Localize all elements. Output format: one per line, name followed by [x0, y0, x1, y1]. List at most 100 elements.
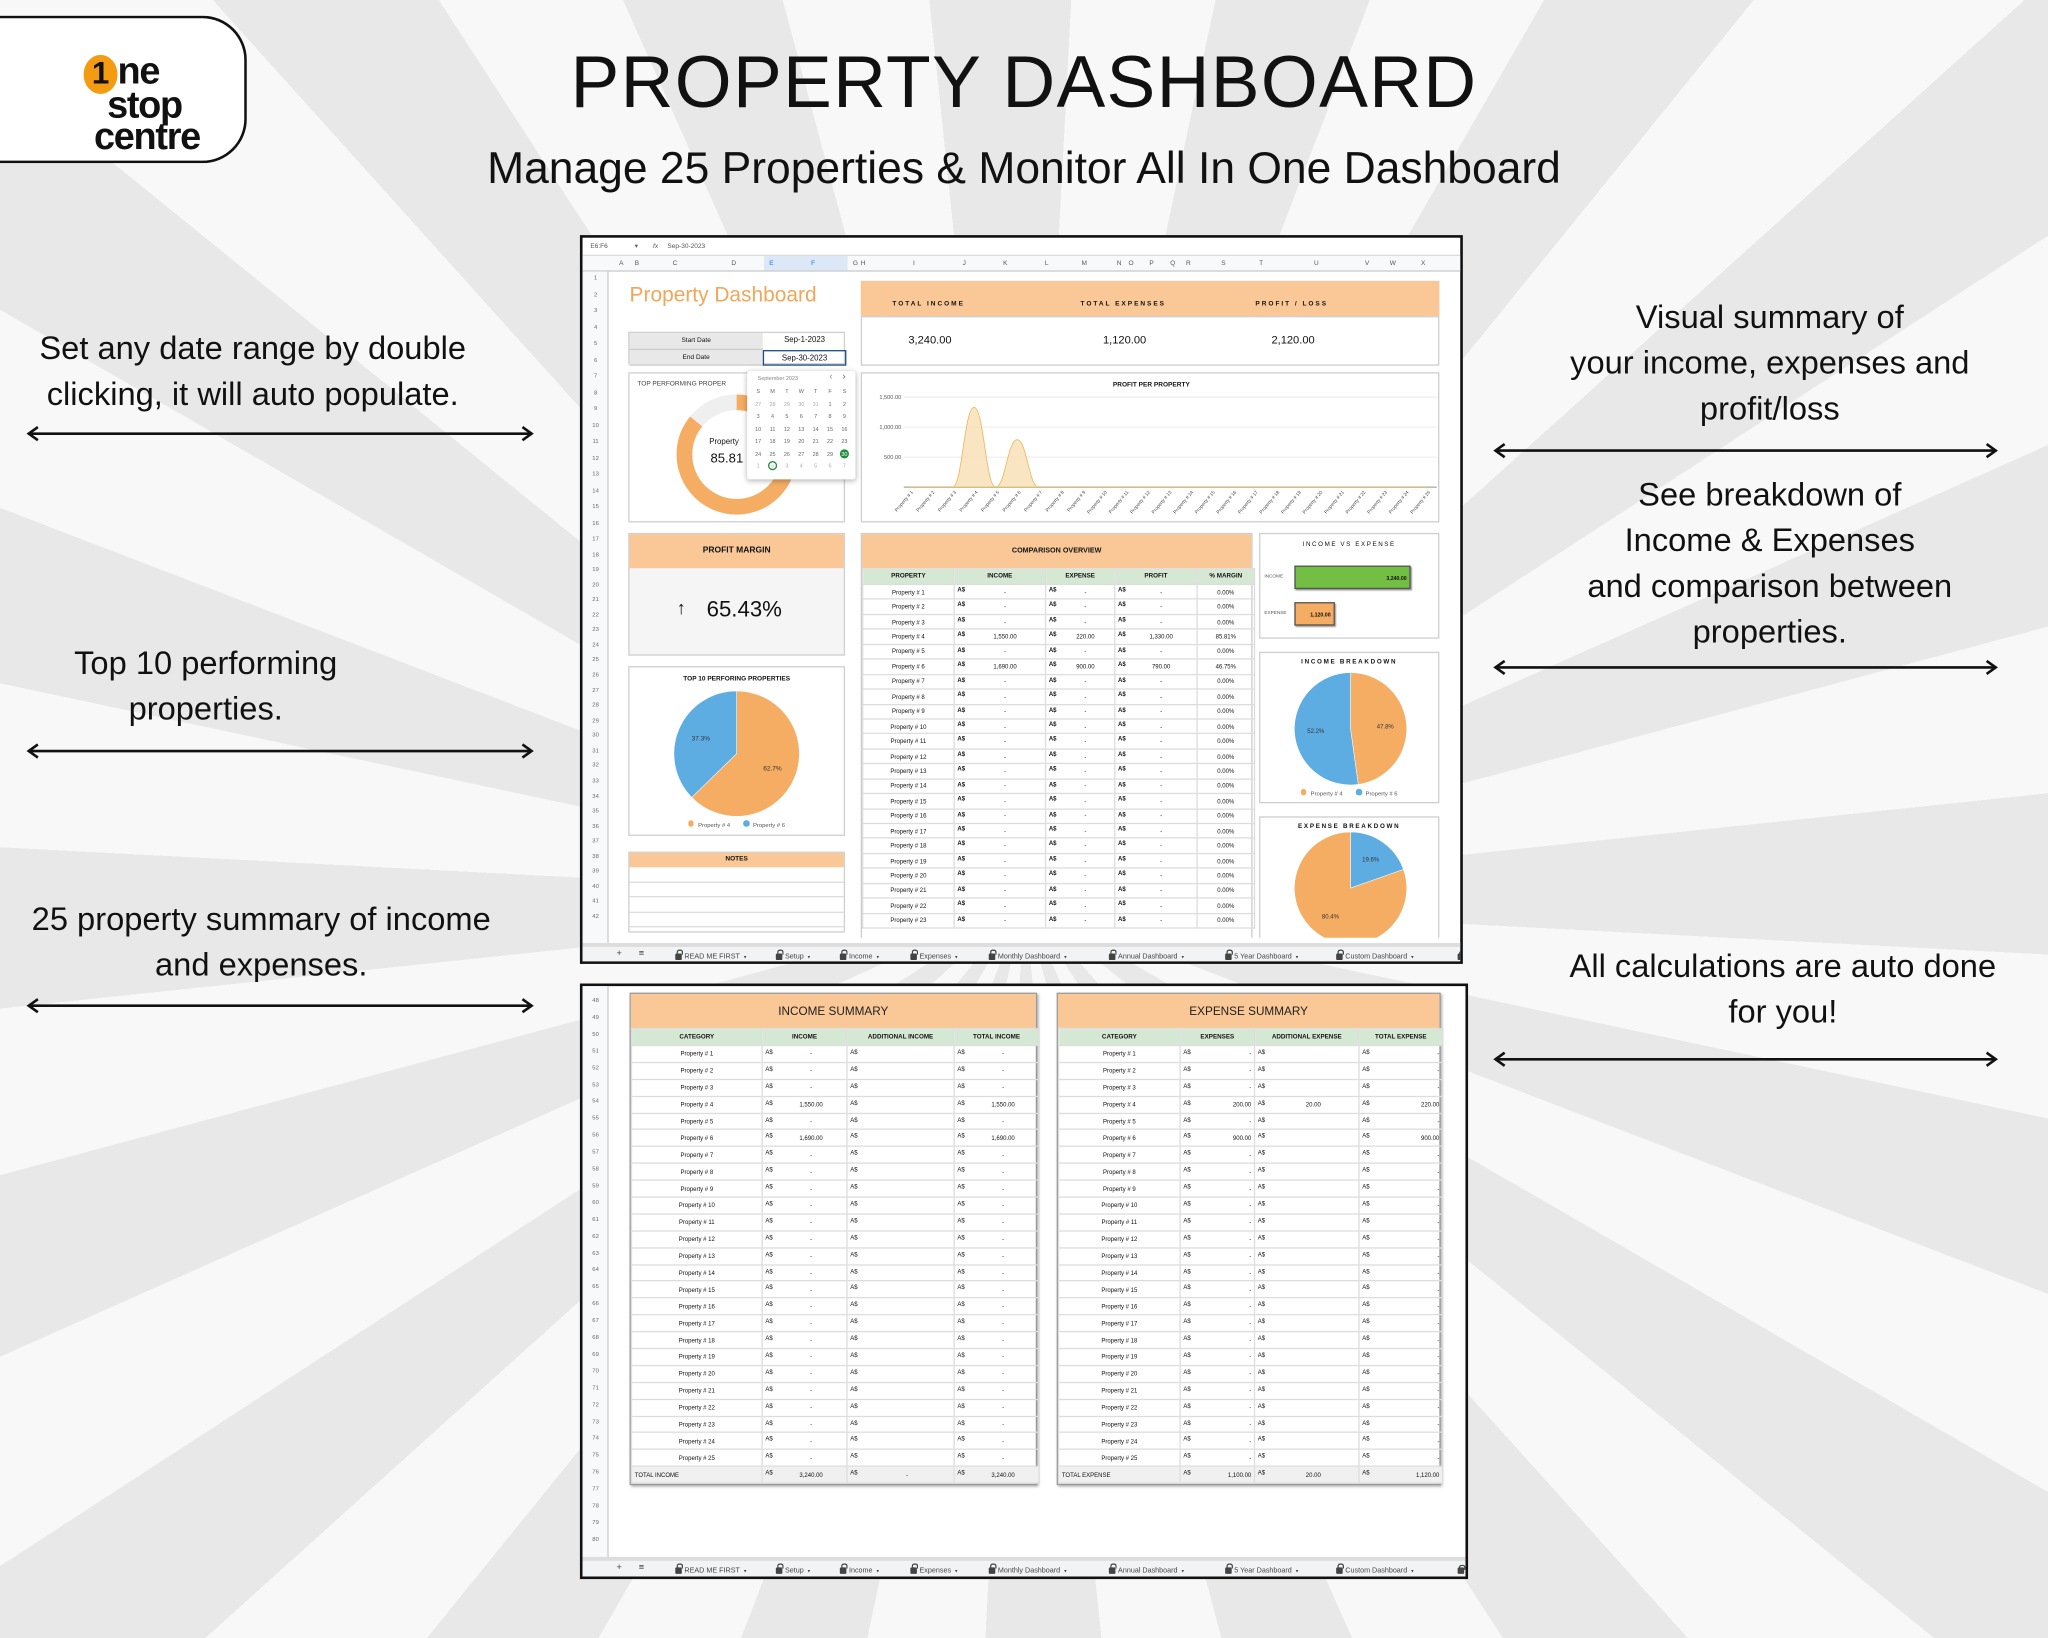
table-cell[interactable]: Property # 8	[862, 688, 955, 705]
table-cell[interactable]: A$ -	[846, 1465, 955, 1484]
calendar-day[interactable]: 2	[837, 398, 851, 410]
calendar-day[interactable]: 23	[837, 435, 851, 447]
calendar-day[interactable]: 3	[780, 460, 794, 472]
start-date-field[interactable]: Sep-1-2023	[784, 336, 826, 345]
table-cell[interactable]: Property # 18	[630, 1331, 763, 1350]
table-cell[interactable]: A$ 1,100.00	[1179, 1465, 1256, 1484]
row-number[interactable]: 29	[592, 716, 599, 724]
table-cell[interactable]: Property # 14	[1057, 1263, 1181, 1282]
table-cell[interactable]: Property # 14	[630, 1263, 763, 1282]
table-cell[interactable]: A$ -	[1179, 1112, 1256, 1131]
table-cell[interactable]: A$ -	[761, 1179, 848, 1198]
table-cell[interactable]: A$ -	[761, 1230, 848, 1249]
table-cell[interactable]: 0.00%	[1196, 703, 1256, 720]
table-cell[interactable]: A$ -	[1179, 1415, 1256, 1434]
table-cell[interactable]: A$ -	[1179, 1364, 1256, 1383]
row-number[interactable]: 68	[592, 1333, 599, 1341]
table-cell[interactable]: A$ -	[1044, 583, 1116, 601]
table-cell[interactable]: A$ -	[1179, 1398, 1256, 1417]
table-cell[interactable]: A$	[1253, 1415, 1360, 1434]
table-cell[interactable]: A$ -	[953, 1398, 1040, 1417]
table-cell[interactable]: Property # 24	[1057, 1432, 1181, 1451]
table-cell[interactable]: A$ -	[953, 1162, 1040, 1181]
table-cell[interactable]: A$ -	[953, 867, 1047, 884]
table-cell[interactable]: A$ -	[761, 1162, 848, 1181]
table-cell[interactable]: A$	[1253, 1196, 1360, 1215]
table-cell[interactable]: Property # 21	[862, 882, 955, 899]
chevron-down-icon[interactable]: ▾	[1295, 1567, 1299, 1574]
sheet-tab-monthly-dashboard[interactable]: Monthly Dashboard ▾	[988, 949, 1067, 961]
row-number[interactable]: 39	[592, 867, 599, 875]
chevron-down-icon[interactable]: ▾	[876, 1567, 880, 1574]
table-cell[interactable]: Property # 10	[630, 1196, 763, 1215]
column-header[interactable]: C	[672, 259, 678, 268]
table-cell[interactable]: 0.00%	[1196, 852, 1256, 870]
table-cell[interactable]: A$ -	[761, 1331, 848, 1350]
row-number[interactable]: 16	[592, 519, 599, 526]
row-number[interactable]: 2	[593, 290, 598, 298]
table-cell[interactable]: A$ -	[953, 1213, 1040, 1232]
row-number[interactable]: 25	[592, 656, 599, 663]
table-cell[interactable]: A$ -	[953, 643, 1047, 660]
table-cell[interactable]: A$ -	[1114, 912, 1198, 929]
table-cell[interactable]: A$ -	[1114, 583, 1198, 601]
table-cell[interactable]: A$ -	[1179, 1044, 1256, 1064]
sheet-tab-expenses[interactable]: Expenses ▾	[910, 1563, 958, 1575]
sheet-tab-setup[interactable]: Setup ▾	[775, 1563, 810, 1575]
table-cell[interactable]: A$	[846, 1432, 955, 1451]
table-cell[interactable]: Property # 7	[862, 673, 955, 690]
table-cell[interactable]: Property # 9	[1057, 1179, 1181, 1198]
calendar-day-selected[interactable]: 30	[837, 447, 851, 459]
row-number[interactable]: 36	[592, 822, 599, 829]
row-number[interactable]: 71	[592, 1384, 599, 1391]
table-cell[interactable]: A$ -	[1179, 1213, 1256, 1232]
table-cell[interactable]: A$ -	[1044, 673, 1116, 690]
table-cell[interactable]: Property # 11	[862, 733, 955, 750]
table-cell[interactable]: A$ -	[1358, 1297, 1444, 1316]
chevron-down-icon[interactable]: ▾	[743, 953, 747, 960]
row-number[interactable]: 57	[592, 1148, 599, 1155]
table-cell[interactable]: Property # 5	[862, 643, 955, 660]
table-cell[interactable]: A$	[1253, 1297, 1360, 1316]
table-cell[interactable]: A$ -	[1358, 1314, 1444, 1333]
table-cell[interactable]: A$	[846, 1347, 955, 1367]
table-cell[interactable]: A$ -	[1358, 1246, 1444, 1266]
table-cell[interactable]: Property # 13	[1057, 1246, 1181, 1266]
table-cell[interactable]: Property # 24	[630, 1432, 763, 1451]
table-cell[interactable]: A$ -	[1358, 1381, 1444, 1400]
row-number[interactable]: 49	[592, 1013, 599, 1020]
add-sheet-button[interactable]: +	[616, 1563, 622, 1573]
table-cell[interactable]: A$ -	[1114, 673, 1198, 690]
calendar-day[interactable]: 31	[808, 398, 822, 410]
table-cell[interactable]: A$ -	[761, 1364, 848, 1383]
column-header[interactable]: J	[962, 259, 966, 268]
row-number[interactable]: 38	[592, 852, 599, 860]
table-cell[interactable]: A$ -	[1358, 1044, 1444, 1064]
table-cell[interactable]: A$ -	[1358, 1196, 1444, 1215]
table-cell[interactable]: A$ -	[1044, 763, 1116, 780]
table-cell[interactable]: Property # 19	[1057, 1347, 1181, 1367]
table-cell[interactable]: 0.00%	[1196, 837, 1256, 855]
table-cell[interactable]: Property # 25	[630, 1448, 763, 1468]
row-number[interactable]: 27	[592, 686, 599, 694]
table-cell[interactable]: Property # 20	[862, 867, 955, 884]
table-cell[interactable]: A$ -	[761, 1078, 848, 1097]
row-number[interactable]: 63	[592, 1249, 599, 1256]
row-number[interactable]: 80	[592, 1535, 599, 1543]
column-header[interactable]: B	[634, 259, 640, 268]
table-cell[interactable]: A$ 220.00	[1358, 1095, 1444, 1114]
calendar-day[interactable]: 6	[794, 410, 808, 422]
table-cell[interactable]: 0.00%	[1196, 912, 1256, 929]
calendar-day[interactable]: 7	[808, 410, 822, 422]
table-cell[interactable]: Property # 25	[1057, 1448, 1181, 1468]
table-cell[interactable]: Property # 18	[862, 837, 955, 855]
table-cell[interactable]: A$ -	[953, 1331, 1040, 1350]
table-cell[interactable]: A$ -	[953, 1432, 1040, 1451]
row-number[interactable]: 50	[592, 1030, 599, 1037]
table-cell[interactable]: Property # 2	[630, 1061, 763, 1080]
table-cell[interactable]: A$	[1253, 1230, 1360, 1249]
table-cell[interactable]: A$ -	[761, 1415, 848, 1434]
table-cell[interactable]: A$ -	[1044, 733, 1116, 750]
table-cell[interactable]: A$	[1253, 1331, 1360, 1350]
row-number[interactable]: 32	[592, 761, 599, 769]
